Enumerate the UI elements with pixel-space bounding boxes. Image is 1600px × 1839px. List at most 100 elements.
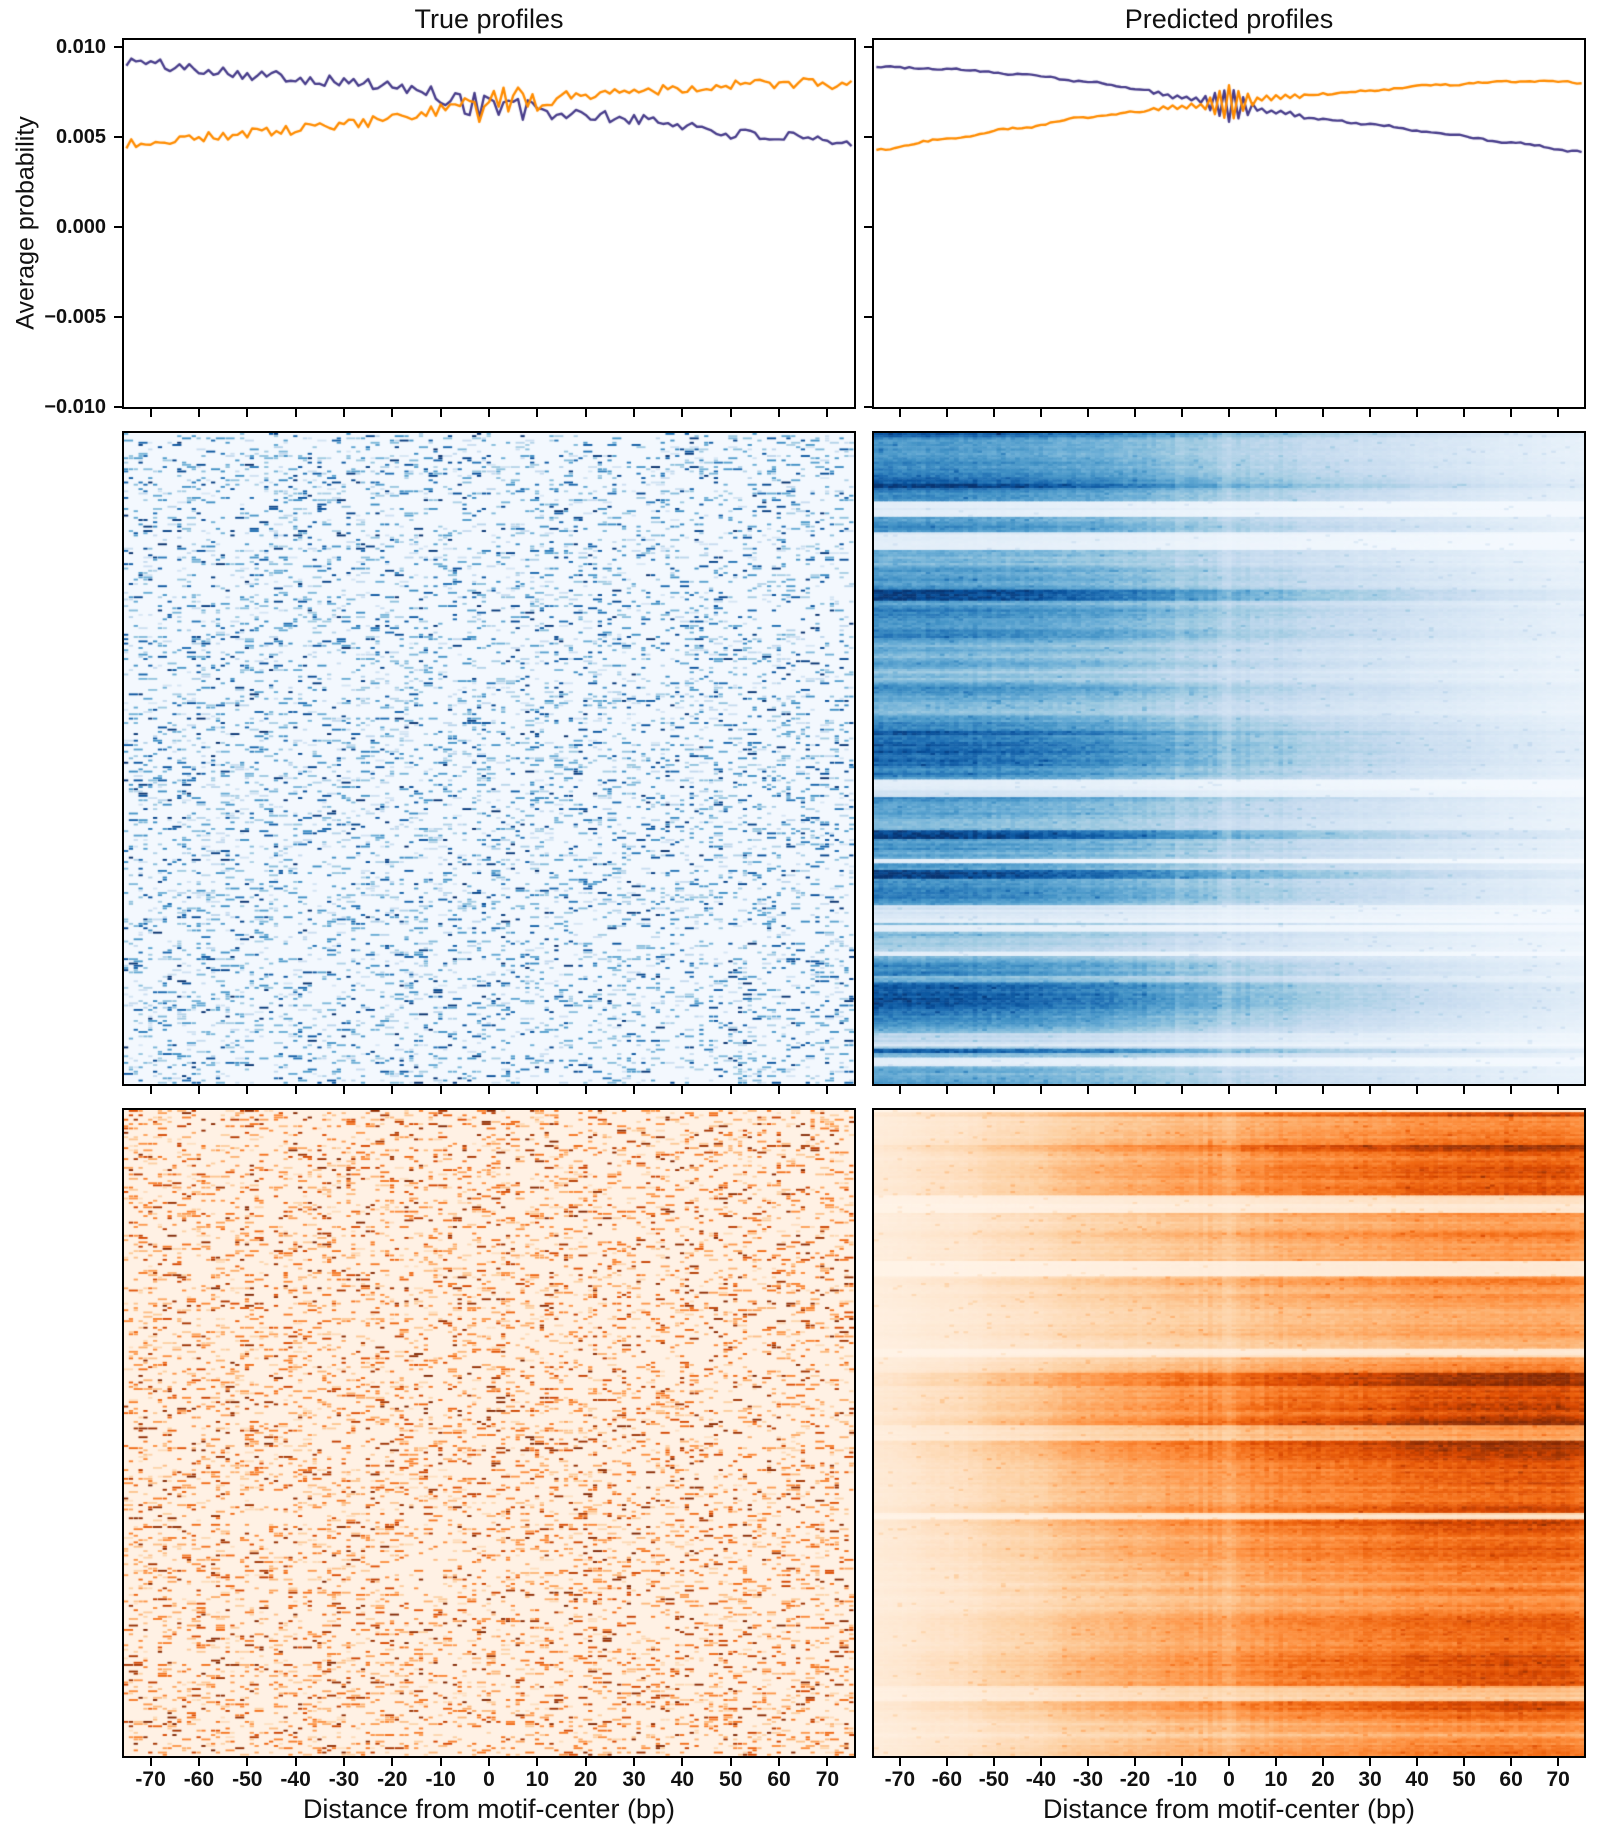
predicted-heatmap-orange-canvas — [874, 1110, 1584, 1756]
y-tick-label: 0.005 — [55, 126, 106, 149]
axis-tick — [488, 409, 490, 417]
axis-tick — [1039, 409, 1042, 417]
x-axis-label-right: Distance from motif-center (bp) — [1042, 1794, 1416, 1824]
axis-tick — [1322, 1086, 1325, 1094]
axis-tick — [1416, 1758, 1419, 1766]
axis-tick — [391, 1086, 394, 1094]
x-tick-label: -20 — [377, 1768, 408, 1791]
x-tick-label: -60 — [931, 1768, 963, 1791]
x-tick-label: -30 — [1072, 1768, 1104, 1791]
axis-tick — [945, 1086, 948, 1094]
axis-tick — [584, 1758, 587, 1766]
x-tick-label: 20 — [1311, 1768, 1335, 1791]
axis-tick — [114, 226, 122, 229]
axis-tick — [1369, 409, 1372, 417]
x-tick-label: 30 — [1358, 1768, 1382, 1791]
axis-tick — [778, 1758, 781, 1766]
x-tick-label: -10 — [425, 1768, 456, 1791]
axis-tick — [1086, 1758, 1089, 1766]
axis-tick — [1322, 1758, 1325, 1766]
axis-tick — [898, 409, 901, 417]
axis-tick — [536, 1086, 539, 1094]
axis-tick — [149, 1758, 152, 1766]
axis-tick — [1416, 1086, 1419, 1094]
y-tick-label: −0.010 — [44, 396, 106, 418]
axis-tick — [342, 409, 345, 417]
y-tick-label: 0.000 — [55, 216, 106, 239]
axis-tick — [391, 409, 394, 417]
axis-tick — [1557, 1758, 1560, 1766]
x-tick-label: -40 — [1025, 1768, 1057, 1791]
predicted-heatmap-blue-canvas — [874, 433, 1584, 1084]
axis-tick — [1086, 1086, 1089, 1094]
axis-tick — [681, 1086, 684, 1094]
panel-true-heatmap-orange — [122, 1108, 856, 1758]
y-tick-label: −0.005 — [44, 306, 106, 329]
x-tick-label: 60 — [1499, 1768, 1523, 1791]
axis-tick — [1180, 1758, 1183, 1766]
axis-tick — [992, 1086, 995, 1094]
axis-tick — [945, 1758, 948, 1766]
x-tick-label: 40 — [670, 1768, 695, 1791]
axis-tick — [1275, 1086, 1278, 1094]
axis-tick — [1510, 409, 1513, 417]
predicted-profiles-line-canvas — [874, 40, 1584, 407]
x-tick-label: 70 — [1546, 1768, 1570, 1791]
axis-tick — [681, 409, 684, 417]
axis-tick — [1557, 1086, 1560, 1094]
x-tick-label: -70 — [884, 1768, 916, 1791]
axis-tick — [584, 1086, 587, 1094]
axis-tick — [149, 409, 152, 417]
panel-predicted-profiles-line — [872, 38, 1586, 409]
x-tick-label: -70 — [135, 1768, 166, 1791]
axis-tick — [536, 409, 539, 417]
axis-tick — [778, 1086, 781, 1094]
axis-tick — [1133, 409, 1136, 417]
column-title-true-profiles: True profiles — [414, 4, 564, 34]
axis-tick — [1369, 1086, 1372, 1094]
axis-tick — [778, 409, 781, 417]
x-tick-label: 10 — [1264, 1768, 1288, 1791]
axis-tick — [681, 1758, 684, 1766]
axis-tick — [1275, 1758, 1278, 1766]
axis-tick — [729, 1086, 732, 1094]
axis-tick — [1463, 1086, 1466, 1094]
axis-tick — [391, 1758, 394, 1766]
axis-tick — [633, 1758, 636, 1766]
axis-tick — [439, 1086, 442, 1094]
x-tick-label: -50 — [978, 1768, 1010, 1791]
axis-tick — [633, 1086, 636, 1094]
true-heatmap-blue-canvas — [124, 433, 854, 1084]
axis-tick — [1322, 409, 1325, 417]
axis-tick — [1228, 1758, 1230, 1766]
axis-tick — [536, 1758, 539, 1766]
axis-tick — [1275, 409, 1278, 417]
axis-tick — [826, 1086, 829, 1094]
true-heatmap-orange-canvas — [124, 1110, 854, 1756]
x-tick-label: 10 — [525, 1768, 550, 1791]
axis-tick — [439, 1758, 442, 1766]
axis-tick — [1463, 409, 1466, 417]
axis-tick — [114, 406, 122, 408]
axis-tick — [114, 316, 122, 319]
axis-tick — [197, 409, 200, 417]
axis-tick — [246, 1086, 249, 1094]
axis-tick — [1039, 1086, 1042, 1094]
panel-predicted-heatmap-orange — [872, 1108, 1586, 1758]
axis-tick — [826, 409, 829, 417]
axis-tick — [864, 136, 872, 139]
axis-tick — [488, 1758, 490, 1766]
column-title-predicted-profiles: Predicted profiles — [1124, 4, 1334, 34]
axis-tick — [729, 1758, 732, 1766]
axis-tick — [864, 316, 872, 319]
x-tick-label: -30 — [328, 1768, 360, 1791]
axis-tick — [1133, 1758, 1136, 1766]
axis-tick — [633, 409, 636, 417]
axis-tick — [197, 1086, 200, 1094]
x-tick-label: 0 — [1223, 1768, 1235, 1791]
axis-tick — [342, 1758, 345, 1766]
axis-tick — [1228, 1086, 1230, 1094]
axis-tick — [992, 409, 995, 417]
panel-true-heatmap-blue — [122, 431, 856, 1086]
